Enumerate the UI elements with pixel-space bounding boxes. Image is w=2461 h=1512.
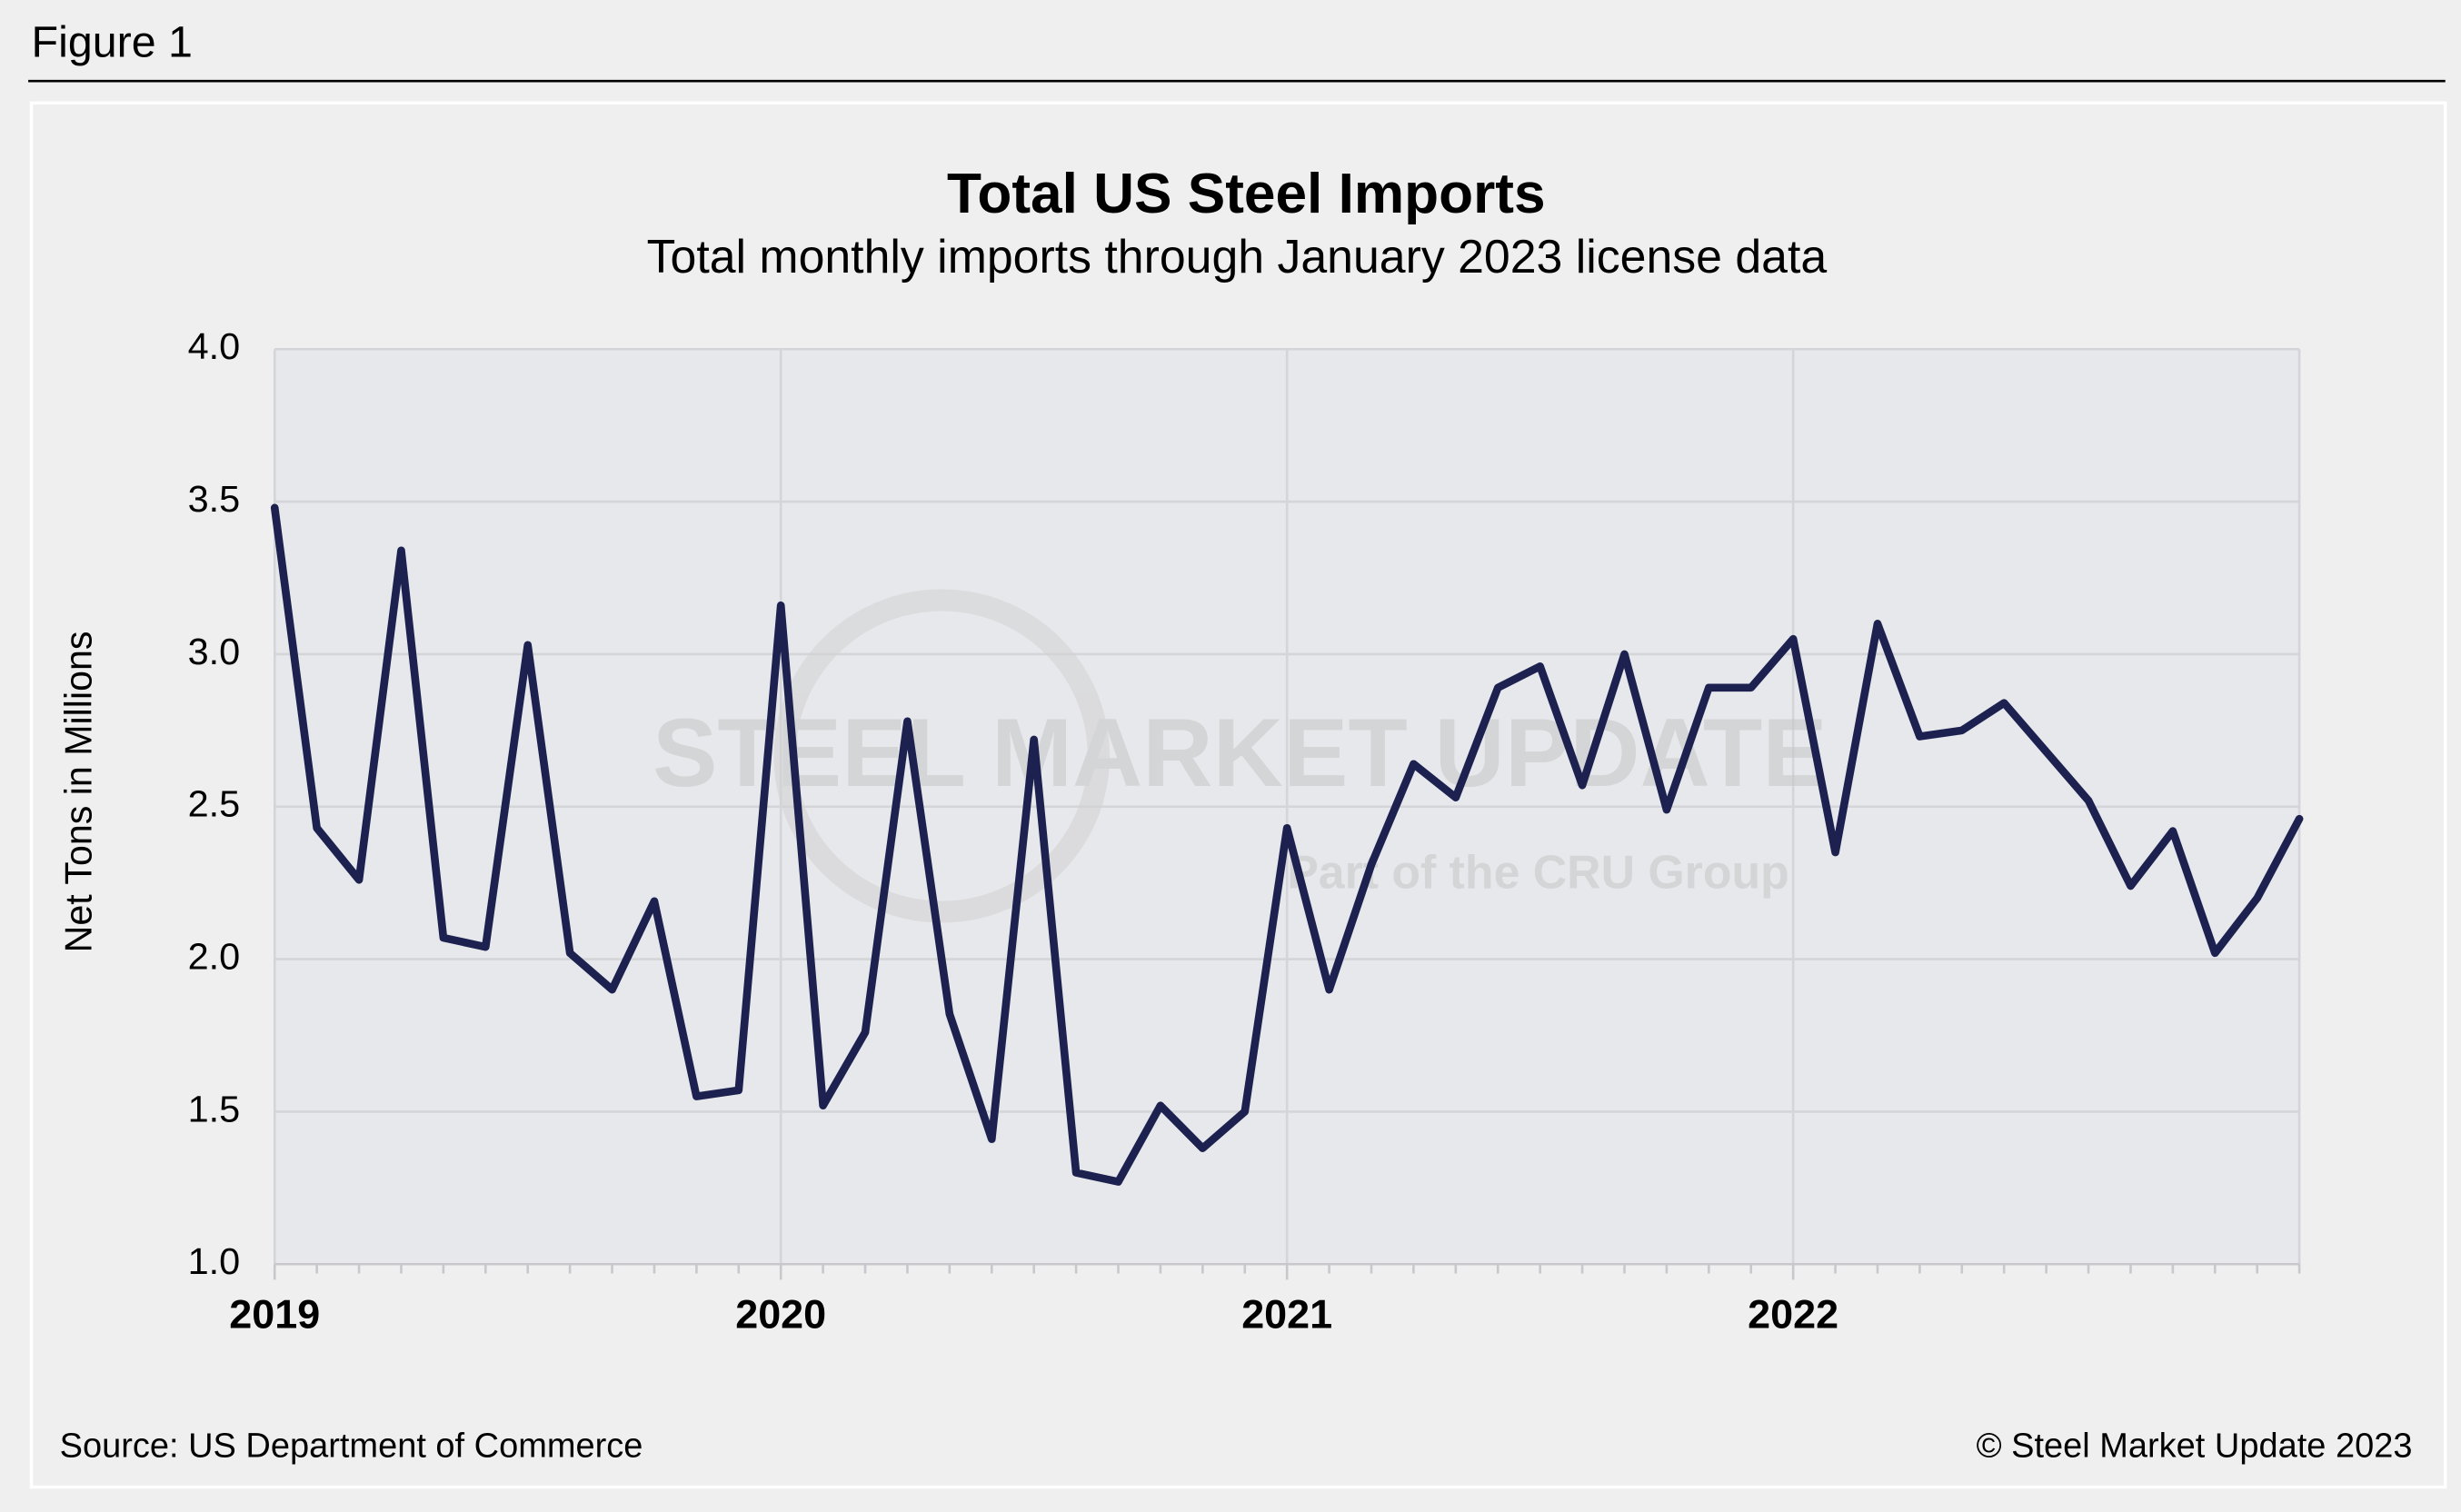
x-tick-label: 2021 [1241, 1291, 1332, 1337]
figure-label: Figure 1 [32, 18, 193, 67]
copyright: © Steel Market Update 2023 [1977, 1427, 2413, 1466]
y-tick-label: 1.0 [188, 1240, 241, 1282]
source: Source: US Department of Commerce [60, 1427, 643, 1466]
x-tick-label: 2019 [229, 1291, 320, 1337]
watermark-text: STEEL MARKET UPDATE [653, 699, 1828, 808]
y-tick-label: 1.5 [188, 1088, 241, 1129]
y-axis-label: Net Tons in Millions [58, 632, 100, 953]
chart-subtitle: Total monthly imports through January 20… [647, 230, 1828, 283]
x-tick-label: 2022 [1748, 1291, 1838, 1337]
x-tick-label: 2020 [735, 1291, 826, 1337]
watermark-ring [773, 589, 1111, 923]
y-tick-label: 4.0 [188, 325, 241, 367]
grid: 1.0 1.5 2.0 2.5 3.0 3.5 4.0 2019 2020 2021 2022 [188, 325, 2301, 1337]
chart-title: Total US Steel Imports [947, 163, 1546, 225]
marks [270, 503, 2304, 1186]
y-tick-label: 2.5 [188, 783, 241, 825]
y-tick-label: 2.0 [188, 936, 241, 978]
watermark: STEEL MARKET UPDATE Part of the CRU Grou… [653, 589, 1828, 923]
data-line [270, 503, 2304, 1186]
y-tick-label: 3.5 [188, 478, 241, 520]
y-tick-label: 3.0 [188, 631, 241, 672]
